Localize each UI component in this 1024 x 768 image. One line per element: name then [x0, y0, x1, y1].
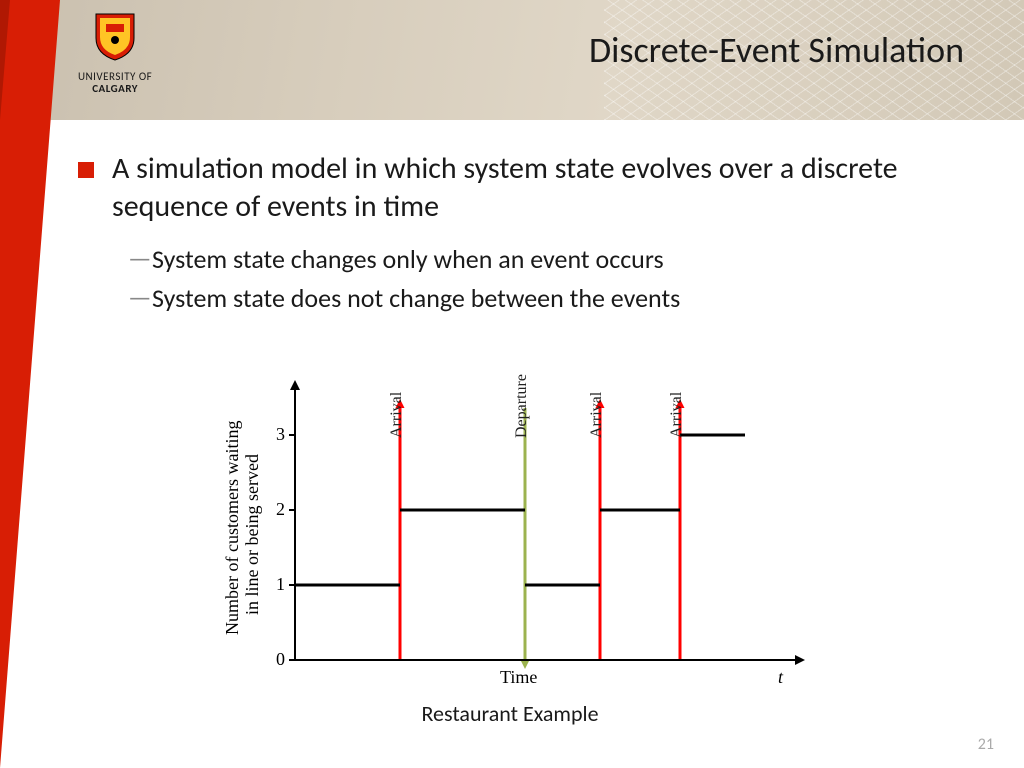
- sub-bullet-item: — System state changes only when an even…: [128, 243, 974, 276]
- slide-content: A simulation model in which system state…: [78, 150, 974, 320]
- sub-bullet-list: — System state changes only when an even…: [128, 243, 974, 314]
- departure-label: Departure: [513, 374, 531, 438]
- shield-icon: [92, 10, 138, 62]
- arrival-label: Arrival: [668, 392, 686, 438]
- slide-title: Discrete-Event Simulation: [589, 28, 964, 72]
- arrival-label: Arrival: [588, 392, 606, 438]
- y-tick-label: 3: [269, 424, 285, 445]
- red-corner-wedge-dark: [0, 0, 10, 120]
- arrival-label: Arrival: [388, 392, 406, 438]
- bullet-main-text: A simulation model in which system state…: [112, 150, 974, 225]
- chart-caption: Restaurant Example: [200, 700, 820, 727]
- university-logo: UNIVERSITY OF CALGARY: [78, 10, 152, 95]
- sub-bullet-text: System state does not change between the…: [152, 282, 680, 315]
- dash-icon: —: [128, 282, 152, 313]
- sub-bullet-item: — System state does not change between t…: [128, 282, 974, 315]
- y-tick-label: 0: [269, 649, 285, 670]
- bullet-main: A simulation model in which system state…: [78, 150, 974, 225]
- page-number: 21: [978, 735, 994, 754]
- dash-icon: —: [128, 243, 152, 274]
- x-axis-end-label: t: [778, 667, 783, 688]
- y-axis-label-line2: in line or being served: [242, 454, 263, 615]
- y-axis-label-line1: Number of customers waiting: [222, 421, 243, 635]
- step-chart: Number of customers waiting in line or b…: [200, 365, 820, 715]
- slide-header: Discrete-Event Simulation: [0, 0, 1024, 120]
- sub-bullet-text: System state changes only when an event …: [152, 243, 664, 276]
- logo-text-line2: CALGARY: [78, 83, 152, 95]
- chart-svg: [200, 365, 820, 695]
- y-tick-label: 2: [269, 499, 285, 520]
- x-axis-label: Time: [500, 667, 537, 688]
- y-tick-label: 1: [269, 574, 285, 595]
- bullet-square-icon: [78, 162, 94, 178]
